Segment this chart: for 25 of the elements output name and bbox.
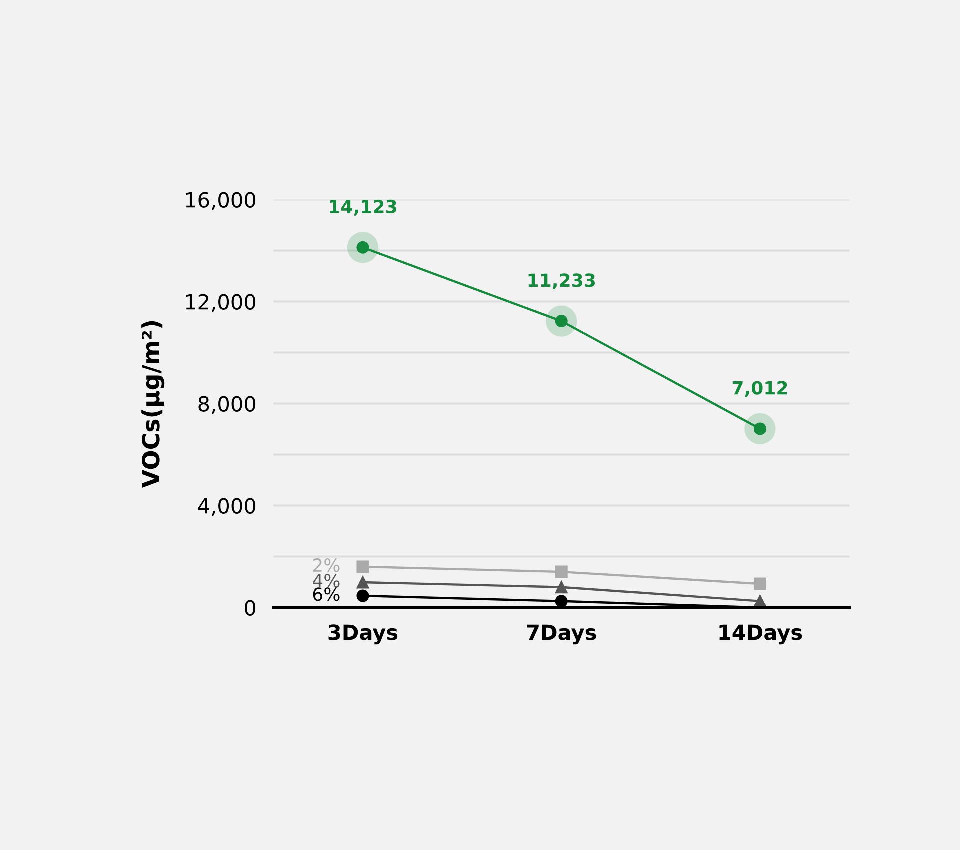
point — [356, 560, 370, 574]
y-tick-label: 0 — [245, 600, 256, 616]
point — [555, 566, 568, 578]
point — [546, 306, 578, 337]
y-tick-label: 8,000 — [198, 396, 256, 414]
point — [347, 232, 379, 264]
point — [555, 595, 568, 608]
point — [555, 581, 568, 594]
point — [744, 413, 776, 444]
data-label: 11,233 — [528, 274, 595, 290]
data-label: 14,123 — [330, 200, 396, 216]
y-tick-label: 12,000 — [186, 294, 256, 312]
point — [356, 576, 370, 589]
y-axis-title: VOCs(μg/m²) — [142, 321, 165, 488]
y-tick-label: 4,000 — [198, 498, 256, 516]
data-label: 7,012 — [732, 381, 788, 398]
x-tick-label: 14Days — [720, 624, 802, 645]
series-label: 2% — [313, 558, 340, 572]
x-tick-label: 7Days — [527, 624, 596, 645]
series-label: 6% — [313, 588, 340, 602]
series-label: 4% — [312, 574, 340, 588]
point — [356, 590, 370, 602]
y-tick-label: 16,000 — [186, 192, 256, 210]
point — [754, 578, 766, 590]
x-tick-label: 3Days — [328, 624, 398, 645]
